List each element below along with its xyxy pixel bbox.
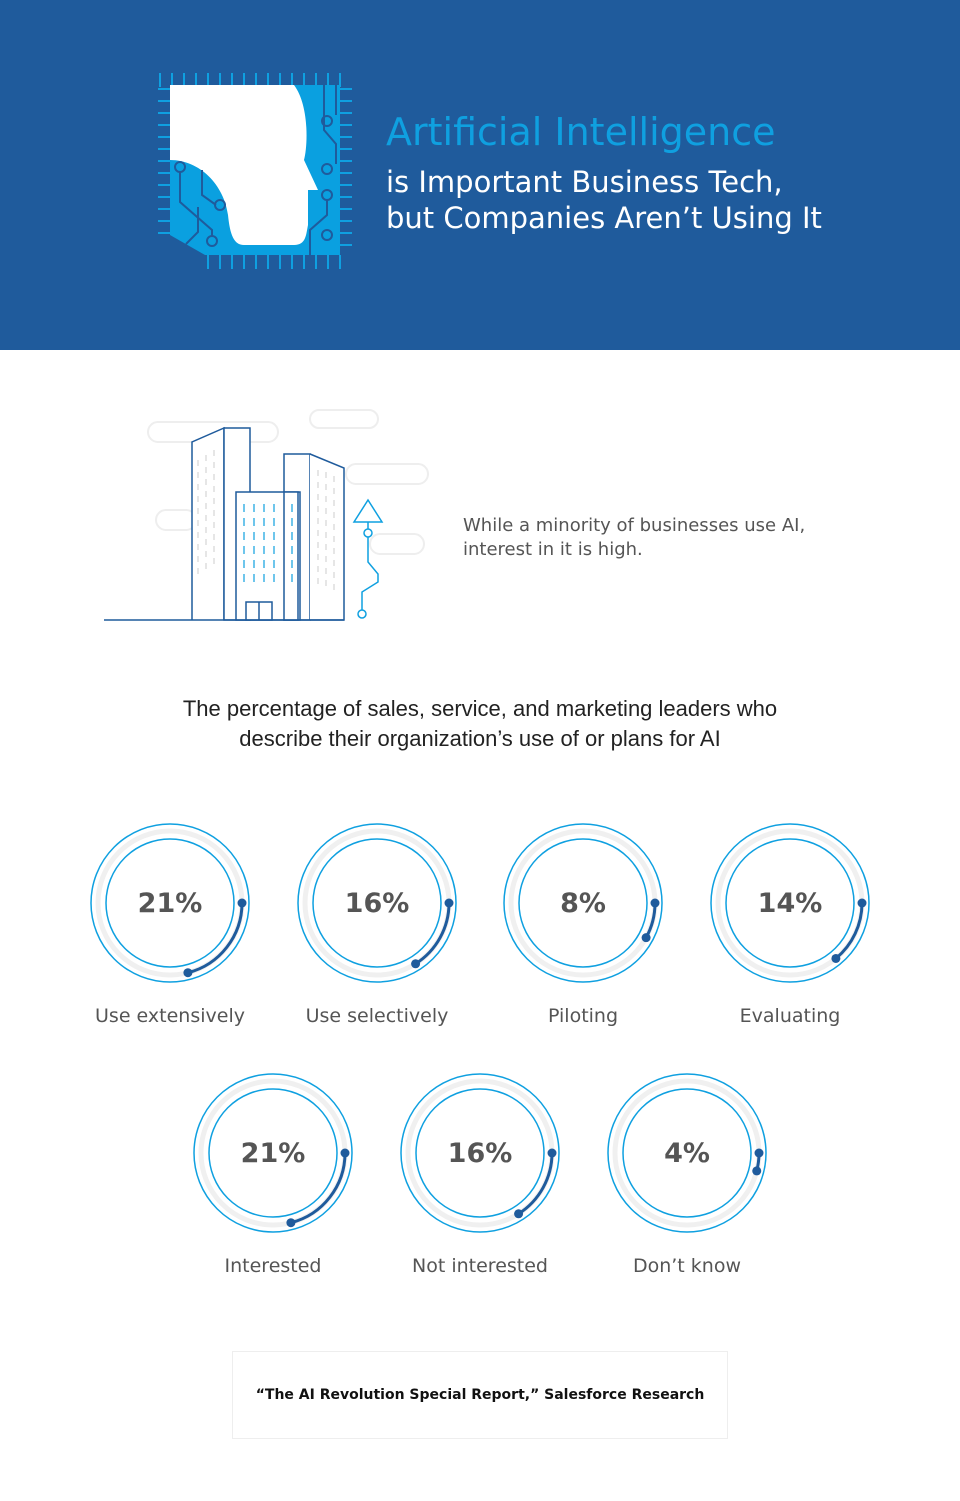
gauge-category-label: Use selectively (305, 1005, 449, 1027)
gauge-arc-end-dot (752, 1166, 762, 1176)
gauge-category-label: Piloting (547, 1005, 619, 1027)
gauge-arc-end-dot (831, 953, 841, 963)
gauge-inner-ring (208, 1088, 338, 1218)
gauge-inner-ring (622, 1088, 752, 1218)
gauge-outer-ring (400, 1073, 560, 1233)
buildings-illustration (104, 409, 429, 621)
intro-line-1: While a minority of businesses use AI, (463, 515, 806, 536)
gauge-outer-ring (503, 823, 663, 983)
chart-title: The percentage of sales, service, and ma… (0, 694, 960, 754)
gauge-inner-ring (105, 838, 235, 968)
gauge-category-label: Not interested (412, 1255, 548, 1277)
intro-line-2: interest in it is high. (463, 539, 643, 560)
gauge-category-label: Use extensively (95, 1005, 245, 1027)
gauge-2: 8% (503, 823, 663, 983)
gauge-percent-label: 14% (758, 888, 823, 919)
subtitle-line-2: but Companies Aren’t Using It (386, 201, 822, 235)
gauge-4: 21% (193, 1073, 353, 1233)
gauge-outer-ring (90, 823, 250, 983)
gauge-0: 21% (90, 823, 250, 983)
gauge-1: 16% (297, 823, 457, 983)
gauge-value-arc (414, 902, 451, 966)
gauge-arc-end-dot (641, 933, 651, 943)
gauge-outer-ring (710, 823, 870, 983)
gauge-percent-label: 21% (138, 888, 203, 919)
gauge-percent-label: 16% (448, 1138, 513, 1169)
ai-face-chip-icon (158, 73, 352, 269)
subtitle-line-1: is Important Business Tech, (386, 165, 783, 199)
gauge-arc-start-dot (650, 898, 660, 908)
gauge-arc-start-dot (444, 898, 454, 908)
chart-title-line-1: The percentage of sales, service, and ma… (182, 696, 778, 721)
header-subtitle: is Important Business Tech, but Companies… (386, 164, 822, 236)
gauge-category-label: Evaluating (739, 1005, 841, 1027)
gauge-arc-start-dot (857, 898, 867, 908)
gauge-arc-start-dot (237, 898, 247, 908)
gauge-inner-ring (518, 838, 648, 968)
gauge-inner-ring (312, 838, 442, 968)
gauge-inner-ring (415, 1088, 545, 1218)
gauge-5: 16% (400, 1073, 560, 1233)
header-banner: Artificial Intelligence is Important Bus… (0, 0, 960, 350)
gauge-value-arc (834, 902, 864, 960)
gauge-percent-label: 21% (241, 1138, 306, 1169)
header-title: Artificial Intelligence (386, 110, 776, 154)
gauge-outer-ring (607, 1073, 767, 1233)
source-citation: “The AI Revolution Special Report,” Sale… (232, 1351, 728, 1439)
gauge-value-arc (187, 902, 244, 975)
gauge-percent-label: 16% (345, 888, 410, 919)
chart-title-line-2: describe their organization’s use of or … (239, 726, 721, 751)
gauge-6: 4% (607, 1073, 767, 1233)
gauge-arc-end-dot (286, 1218, 296, 1228)
gauge-arc-end-dot (514, 1209, 524, 1219)
gauge-arc-end-dot (411, 959, 421, 969)
gauge-category-label: Interested (224, 1255, 322, 1277)
gauge-value-arc (517, 1152, 554, 1216)
gauge-category-label: Don’t know (632, 1255, 742, 1277)
gauge-inner-ring (725, 838, 855, 968)
gauge-outer-ring (297, 823, 457, 983)
gauge-arc-start-dot (754, 1148, 764, 1158)
gauge-arc-start-dot (547, 1148, 557, 1158)
gauge-outer-ring (193, 1073, 353, 1233)
gauge-value-arc (290, 1152, 347, 1225)
intro-text: While a minority of businesses use AI, in… (463, 514, 843, 562)
gauge-chart: 21% 16% 8% 14% 21% 16% 4% (90, 823, 870, 1233)
gauge-percent-label: 4% (664, 1138, 710, 1169)
gauge-arc-end-dot (183, 968, 193, 978)
gauge-percent-label: 8% (560, 888, 606, 919)
gauge-arc-start-dot (340, 1148, 350, 1158)
gauge-3: 14% (710, 823, 870, 983)
